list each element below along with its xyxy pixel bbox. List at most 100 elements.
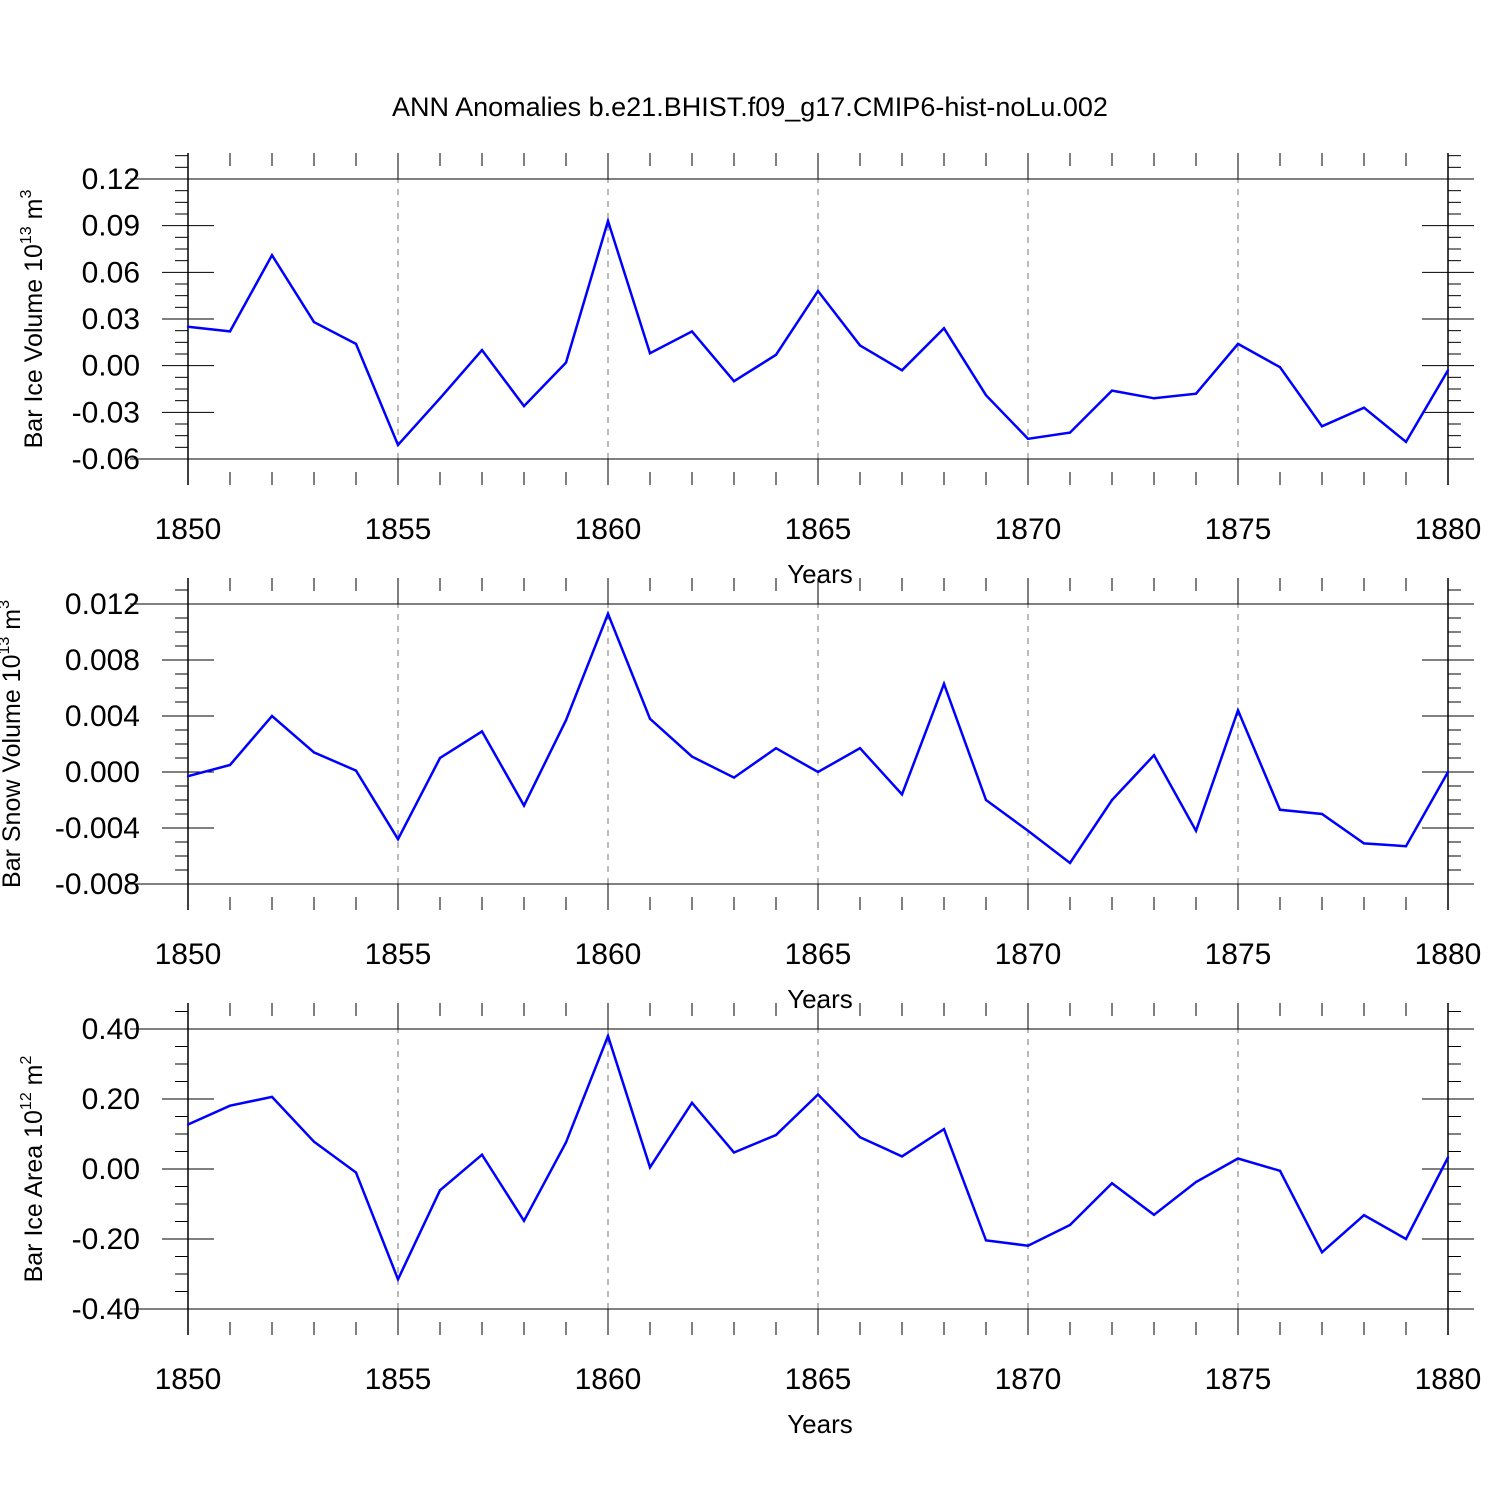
data-point — [690, 755, 694, 758]
data-point — [522, 804, 526, 807]
y-tick-label: 0.09 — [82, 210, 140, 243]
data-point — [606, 219, 610, 223]
data-point — [690, 330, 694, 333]
data-point — [186, 325, 190, 328]
x-tick-label: 1855 — [365, 1363, 432, 1396]
data-point — [858, 344, 862, 347]
x-tick-label: 1865 — [785, 938, 852, 971]
data-point — [1446, 369, 1450, 372]
data-point — [774, 353, 778, 356]
data-point — [438, 756, 442, 760]
y-axis-label: Bar Ice Volume 1013 m3 — [18, 190, 48, 449]
data-point — [228, 330, 232, 333]
series-line — [187, 1032, 1450, 1283]
data-point — [354, 342, 358, 346]
data-point — [1320, 425, 1324, 428]
x-tick-label: 1875 — [1205, 513, 1272, 546]
x-tick-label: 1880 — [1415, 513, 1482, 546]
data-point — [1068, 861, 1072, 865]
data-point — [1110, 798, 1114, 802]
x-axis-label: Years — [787, 559, 853, 589]
data-point — [648, 717, 652, 720]
y-tick-label: 0.12 — [82, 163, 140, 196]
data-point — [1236, 342, 1240, 346]
data-point — [1194, 1180, 1198, 1184]
data-point — [354, 1171, 358, 1174]
data-point — [900, 1155, 904, 1158]
data-point — [858, 747, 862, 750]
data-point — [564, 1141, 568, 1144]
data-point — [522, 404, 526, 408]
y-tick-label: -0.008 — [55, 868, 140, 901]
x-tick-label: 1865 — [785, 1363, 852, 1396]
y-tick-label: -0.06 — [72, 443, 140, 476]
data-point — [1404, 440, 1408, 444]
data-point — [396, 838, 400, 841]
data-point — [522, 1219, 526, 1223]
x-tick-label: 1850 — [155, 513, 222, 546]
data-point — [900, 369, 904, 372]
data-point — [480, 730, 484, 733]
data-point — [942, 1127, 946, 1131]
data-point — [648, 352, 652, 355]
data-point — [858, 1135, 862, 1139]
y-tick-label: 0.004 — [65, 700, 140, 733]
data-point — [648, 1166, 652, 1169]
data-point — [354, 769, 358, 772]
y-tick-label: -0.004 — [55, 812, 140, 845]
data-point — [1110, 389, 1114, 392]
data-point — [270, 254, 274, 257]
data-point — [1194, 392, 1198, 395]
data-point — [438, 1189, 442, 1192]
data-point — [396, 443, 400, 447]
data-point — [186, 1123, 190, 1126]
chart-title: ANN Anomalies b.e21.BHIST.f09_g17.CMIP6-… — [392, 92, 1108, 122]
data-point — [1320, 1251, 1324, 1254]
data-point — [1404, 845, 1408, 848]
data-point — [1278, 808, 1282, 811]
data-point — [1026, 829, 1030, 832]
data-point — [564, 361, 568, 364]
data-point — [1362, 842, 1366, 845]
x-tick-label: 1860 — [575, 1363, 642, 1396]
data-point — [1278, 1169, 1282, 1172]
data-point — [270, 1095, 274, 1099]
y-axis-label: Bar Snow Volume 1013 m3 — [0, 600, 26, 888]
x-tick-label: 1870 — [995, 938, 1062, 971]
x-tick-label: 1865 — [785, 513, 852, 546]
data-point — [774, 747, 778, 750]
y-tick-label: 0.20 — [82, 1083, 140, 1116]
x-tick-label: 1870 — [995, 1363, 1062, 1396]
x-tick-label: 1880 — [1415, 938, 1482, 971]
data-point — [984, 1239, 988, 1242]
data-point — [228, 763, 232, 767]
data-point — [1320, 812, 1324, 816]
x-axis-label: Years — [787, 1409, 853, 1439]
chart-panel-1: -0.06 -0.03 0.00 0.03 0.06 0.09 0.12 1850 1855 18… — [18, 153, 1481, 589]
data-point — [942, 682, 946, 685]
data-point — [564, 719, 568, 722]
data-point — [1362, 1214, 1366, 1217]
data-point — [1026, 1244, 1030, 1247]
data-point — [1152, 754, 1156, 757]
data-point — [984, 798, 988, 802]
y-tick-label: 0.012 — [65, 588, 140, 621]
data-point — [900, 793, 904, 796]
data-point — [1068, 431, 1072, 434]
data-point — [816, 1093, 820, 1096]
data-point — [1236, 1157, 1240, 1160]
x-axis-label: Years — [787, 984, 853, 1014]
data-point — [1152, 397, 1156, 400]
data-point — [774, 1133, 778, 1137]
data-point — [942, 327, 946, 330]
data-point — [312, 1140, 316, 1143]
x-tick-label: 1855 — [365, 513, 432, 546]
y-tick-label: 0.008 — [65, 644, 140, 677]
data-point — [1278, 366, 1282, 369]
data-point — [816, 289, 820, 293]
data-point — [1068, 1223, 1072, 1227]
y-tick-label: 0.03 — [82, 303, 140, 336]
chart-panel-3: -0.40 -0.20 0.00 0.20 0.40 1850 1855 1860 1865 18… — [18, 1003, 1481, 1439]
x-tick-label: 1875 — [1205, 1363, 1272, 1396]
